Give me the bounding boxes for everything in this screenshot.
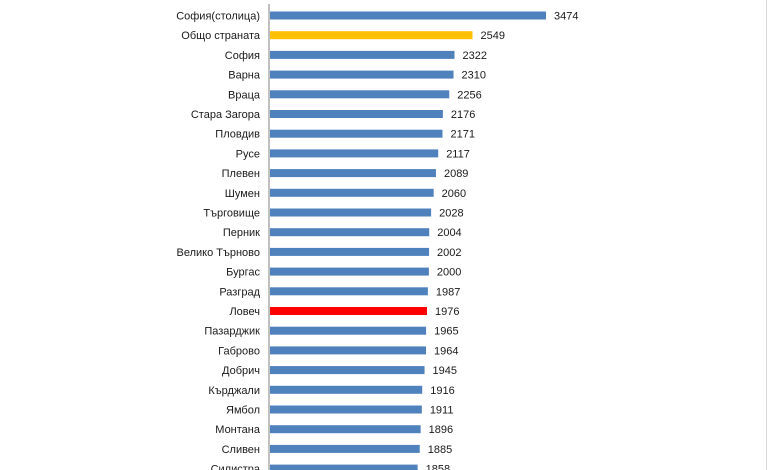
bar-22 — [270, 425, 421, 434]
category-label-3: София — [225, 50, 260, 62]
bar-19 — [270, 366, 425, 375]
value-label-12: 2004 — [437, 227, 461, 239]
bar-23 — [270, 444, 420, 453]
category-label-17: Пазарджик — [204, 326, 260, 338]
bar-3 — [270, 50, 455, 59]
bar-6 — [270, 110, 443, 118]
value-label-16: 1976 — [435, 306, 459, 318]
category-label-2: Общо страната — [181, 30, 261, 42]
bar-2 — [270, 31, 473, 40]
value-label-21: 1911 — [430, 405, 454, 417]
bar-17 — [270, 326, 427, 335]
value-label-1: 3474 — [554, 11, 578, 23]
category-label-4: Варна — [228, 70, 261, 82]
bar-10 — [270, 188, 434, 197]
value-label-20: 1916 — [430, 385, 454, 397]
bar-5 — [270, 90, 450, 99]
category-label-14: Бургас — [226, 267, 260, 279]
value-label-13: 2002 — [437, 247, 461, 259]
category-label-20: Кърджали — [208, 385, 260, 397]
value-label-8: 2117 — [446, 148, 470, 160]
category-label-16: Ловеч — [229, 306, 260, 318]
value-label-10: 2060 — [442, 188, 466, 200]
category-label-1: София(столица) — [176, 11, 260, 23]
category-label-9: Плевен — [222, 168, 260, 180]
bar-20 — [270, 385, 423, 394]
bar-9 — [270, 169, 436, 178]
value-label-22: 1896 — [429, 424, 453, 436]
category-label-13: Велико Търново — [176, 247, 260, 259]
category-label-24: Силистра — [211, 464, 261, 470]
category-label-10: Шумен — [225, 188, 260, 200]
value-label-9: 2089 — [444, 168, 468, 180]
value-label-6: 2176 — [451, 109, 475, 121]
value-label-23: 1885 — [428, 444, 452, 456]
bar-4 — [270, 70, 454, 79]
category-label-11: Търговище — [203, 208, 260, 220]
bars-group — [270, 11, 546, 470]
bar-11 — [270, 208, 432, 217]
category-label-23: Сливен — [222, 444, 260, 456]
value-label-19: 1945 — [433, 365, 457, 377]
value-label-15: 1987 — [436, 286, 460, 298]
category-label-19: Добрич — [222, 365, 260, 377]
category-label-7: Пловдив — [215, 129, 260, 141]
page-edge-divider — [766, 0, 767, 470]
bar-1 — [270, 11, 546, 20]
category-label-6: Стара Загора — [191, 109, 261, 121]
value-label-14: 2000 — [437, 267, 461, 279]
bar-12 — [270, 228, 430, 237]
bar-13 — [270, 247, 430, 256]
value-label-7: 2171 — [450, 129, 474, 141]
value-label-2: 2549 — [481, 30, 505, 42]
category-label-18: Габрово — [218, 345, 260, 357]
value-labels-group: 3474 2549 2322 2310 2256 2176 2171 2117 2089 2060… — [426, 11, 579, 470]
bar-18 — [270, 346, 427, 355]
category-labels-group: София(столица) Общо страната София Варна Вра… — [176, 11, 261, 470]
bar-8 — [270, 149, 439, 158]
category-label-12: Перник — [223, 227, 260, 239]
bar-24 — [270, 464, 418, 470]
bar-21 — [270, 405, 422, 414]
value-label-24: 1858 — [426, 464, 450, 470]
category-label-5: Враца — [228, 89, 261, 101]
value-label-18: 1964 — [434, 345, 458, 357]
value-label-5: 2256 — [457, 89, 481, 101]
bar-16 — [270, 307, 427, 315]
category-label-21: Ямбол — [226, 405, 260, 417]
category-label-8: Русе — [236, 148, 260, 160]
category-label-15: Разград — [219, 286, 260, 298]
value-label-17: 1965 — [434, 326, 458, 338]
value-label-3: 2322 — [462, 50, 486, 62]
bar-14 — [270, 267, 429, 276]
value-label-4: 2310 — [462, 70, 486, 82]
bar-15 — [270, 287, 428, 296]
value-label-11: 2028 — [439, 208, 463, 220]
bar-7 — [270, 129, 443, 138]
category-label-22: Монтана — [215, 424, 261, 436]
